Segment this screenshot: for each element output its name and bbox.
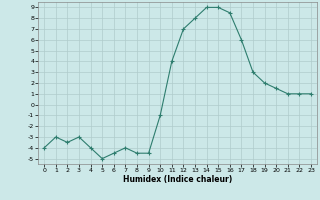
X-axis label: Humidex (Indice chaleur): Humidex (Indice chaleur) xyxy=(123,175,232,184)
